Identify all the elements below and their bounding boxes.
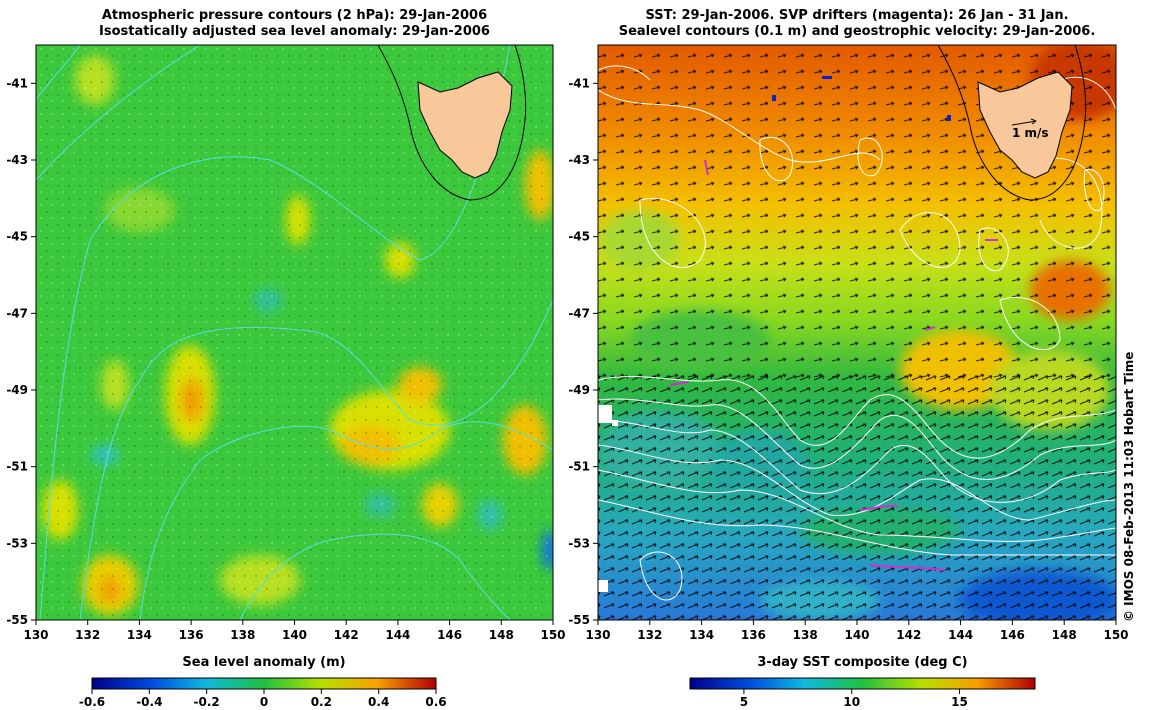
sst-x-tick-label: 148 [1052,628,1077,642]
sla-cb-tick-label: -0.2 [194,695,220,709]
missing-data-patches [598,405,618,592]
sst-y-tick-label: -41 [568,76,590,90]
pressure-contours [36,45,553,620]
sst-y-tick-label: -43 [568,153,590,167]
sst-x-tick-label: 130 [585,628,610,642]
sla-x-tick-label: 132 [75,628,100,642]
sla-x-tick-label: 138 [230,628,255,642]
sst-colorbar-label: 3-day SST composite (deg C) [757,655,968,670]
sla-y-tick-label: -53 [6,536,28,550]
right-title-line1: SST: 29-Jan-2006. SVP drifters (magenta)… [645,8,1069,23]
sst-x-ticks: 130 132 134 136 138 140 142 144 146 148 150 [585,620,1129,642]
imos-credit: © IMOS 08-Feb-2013 11:03 Hobart Time [1122,351,1136,622]
tasmania-land [417,71,513,179]
sst-y-tick-label: -51 [568,460,590,474]
sla-y-tick-label: -45 [6,230,28,244]
sla-y-tick-label: -41 [6,76,28,90]
sla-x-tick-label: 148 [489,628,514,642]
sst-y-tick-label: -49 [568,383,590,397]
sst-map: 1 m/s [598,45,1116,620]
sla-x-tick-label: 136 [179,628,204,642]
sealevel-contours [598,65,1116,601]
sst-x-tick-label: 136 [741,628,766,642]
left-map-title: Atmospheric pressure contours (2 hPa): 2… [36,8,553,40]
sst-cb-tick-label: 5 [740,695,748,709]
sla-y-tick-label: -49 [6,383,28,397]
sla-x-tick-label: 144 [385,628,410,642]
sst-x-tick-label: 134 [689,628,714,642]
sst-x-tick-label: 138 [793,628,818,642]
sst-cb-tick-label: 15 [951,695,968,709]
sst-y-tick-label: -47 [568,306,590,320]
sst-y-tick-label: -45 [568,230,590,244]
svp-drifter-tracks [669,159,998,571]
sla-x-tick-label: 146 [437,628,462,642]
drifter-start-points [772,76,951,121]
sla-x-tick-label: 130 [23,628,48,642]
sla-map [36,45,553,620]
sla-y-tick-label: -51 [6,460,28,474]
right-map-title: SST: 29-Jan-2006. SVP drifters (magenta)… [598,8,1116,40]
sla-cb-tick-label: -0.4 [136,695,162,709]
sst-y-ticks: -41 -43 -45 -47 -49 -51 -53 -55 [568,76,598,627]
tasmania-land-sst [977,71,1073,179]
sla-cb-tick-label: -0.6 [79,695,105,709]
velocity-scale-label: 1 m/s [1012,126,1049,140]
sla-x-tick-label: 150 [540,628,565,642]
sla-cb-tick-label: 0 [260,695,268,709]
sst-colorbar: 5 10 15 [689,677,1036,709]
sla-x-tick-label: 134 [127,628,152,642]
sla-x-ticks: 130 132 134 136 138 140 142 144 146 148 150 [23,620,566,642]
sla-colorbar-label: Sea level anomaly (m) [182,655,346,670]
sst-x-tick-label: 140 [844,628,869,642]
sst-x-tick-label: 144 [948,628,973,642]
velocity-scale: 1 m/s [1011,118,1049,140]
sst-x-tick-label: 132 [637,628,662,642]
sla-y-tick-label: -55 [6,613,28,627]
sst-x-tick-label: 146 [1000,628,1025,642]
sst-y-tick-label: -55 [568,613,590,627]
sla-y-tick-label: -47 [6,306,28,320]
sla-x-tick-label: 140 [282,628,307,642]
sst-cb-tick-label: 10 [843,695,860,709]
sst-x-tick-label: 150 [1103,628,1128,642]
left-title-line2: Isostatically adjusted sea level anomaly… [99,24,490,39]
sla-y-tick-label: -43 [6,153,28,167]
sla-cb-tick-label: 0.2 [311,695,332,709]
left-title-line1: Atmospheric pressure contours (2 hPa): 2… [101,8,488,23]
sla-cb-tick-label: 0.6 [425,695,446,709]
sla-cb-tick-label: 0.4 [368,695,389,709]
sla-y-ticks: -41 -43 -45 -47 -49 -51 -53 -55 [6,76,36,627]
sla-colorbar: -0.6 -0.4 -0.2 0 0.2 0.4 0.6 [79,677,447,709]
sst-y-tick-label: -53 [568,536,590,550]
sla-x-tick-label: 142 [334,628,359,642]
sst-x-tick-label: 142 [896,628,921,642]
right-title-line2: Sealevel contours (0.1 m) and geostrophi… [618,24,1096,39]
